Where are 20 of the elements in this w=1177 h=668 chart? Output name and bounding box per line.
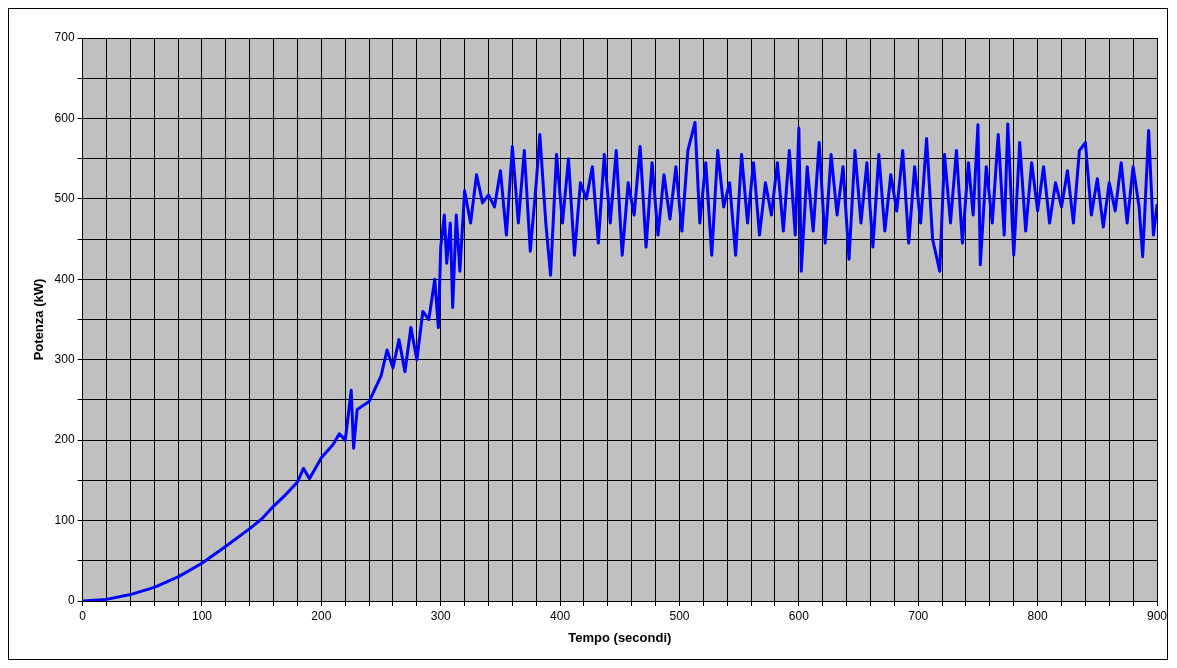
y-tick-label: 400 bbox=[54, 271, 75, 286]
x-tick-label: 800 bbox=[1027, 608, 1048, 623]
y-tick-label: 100 bbox=[54, 512, 75, 527]
y-tick-label: 700 bbox=[54, 30, 75, 45]
y-tick-label: 600 bbox=[54, 110, 75, 125]
x-tick-label: 500 bbox=[669, 608, 690, 623]
y-tick-label: 0 bbox=[67, 593, 75, 608]
y-tick-label: 300 bbox=[54, 352, 75, 367]
x-tick-label: 900 bbox=[1146, 608, 1168, 623]
x-tick-label: 0 bbox=[79, 608, 87, 623]
x-tick-label: 600 bbox=[788, 608, 810, 623]
x-axis-title: Tempo (secondi) bbox=[568, 629, 672, 645]
x-tick-label: 300 bbox=[430, 608, 452, 623]
y-tick-label: 200 bbox=[54, 432, 75, 447]
x-tick-label: 700 bbox=[908, 608, 929, 623]
y-axis-title: Potenza (kW) bbox=[31, 278, 47, 361]
x-tick-label: 200 bbox=[311, 608, 332, 623]
x-tick-label: 400 bbox=[550, 608, 571, 623]
y-tick-label: 500 bbox=[54, 191, 75, 206]
x-tick-label: 100 bbox=[191, 608, 213, 623]
